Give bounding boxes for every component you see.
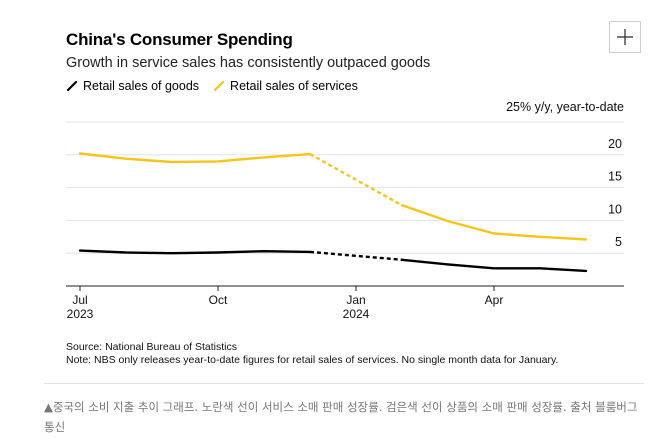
y-tick-label: 10	[608, 202, 622, 216]
chart-source: Source: National Bureau of Statistics No…	[66, 341, 558, 367]
x-tick-label: Oct	[209, 293, 228, 307]
x-tick-label: Jan	[346, 293, 365, 307]
y-tick-label: 15	[608, 170, 622, 184]
series-line-services	[78, 152, 312, 164]
x-tick-label: Jul	[72, 293, 87, 307]
legend-swatch-services	[213, 80, 225, 92]
legend-label-services: Retail sales of services	[230, 79, 358, 93]
series-dashed-goods	[309, 250, 403, 261]
series-line-services-recent	[400, 204, 588, 241]
chart-legend: Retail sales of goods Retail sales of se…	[66, 79, 372, 93]
x-tick-sublabel: 2024	[343, 307, 370, 321]
series-dashed-services	[309, 153, 403, 207]
chart-subtitle: Growth in service sales has consistently…	[66, 55, 431, 71]
y-axis-unit-label: 25% y/y, year-to-date	[506, 100, 624, 114]
legend-item-services: Retail sales of services	[213, 79, 358, 93]
caption-divider	[44, 383, 644, 384]
y-tick-label: 5	[615, 235, 622, 249]
x-tick-sublabel: 2023	[67, 307, 94, 321]
y-tick-label: 20	[608, 137, 622, 151]
source-text: Source: National Bureau of Statistics	[66, 341, 238, 353]
expand-button[interactable]	[609, 21, 641, 53]
series-line-goods-recent	[400, 258, 588, 273]
legend-swatch-goods	[66, 80, 78, 92]
legend-label-goods: Retail sales of goods	[83, 79, 200, 93]
chart-title: China's Consumer Spending	[66, 30, 293, 49]
x-tick-label: Apr	[485, 293, 504, 307]
image-caption: ▲중국의 소비 지출 추이 그래프. 노란색 선이 서비스 소매 판매 성장률.…	[44, 400, 638, 434]
plus-icon	[617, 29, 633, 45]
note-text: Note: NBS only releases year-to-date fig…	[66, 354, 559, 366]
legend-item-goods: Retail sales of goods	[66, 79, 199, 93]
series-line-goods	[78, 249, 312, 255]
